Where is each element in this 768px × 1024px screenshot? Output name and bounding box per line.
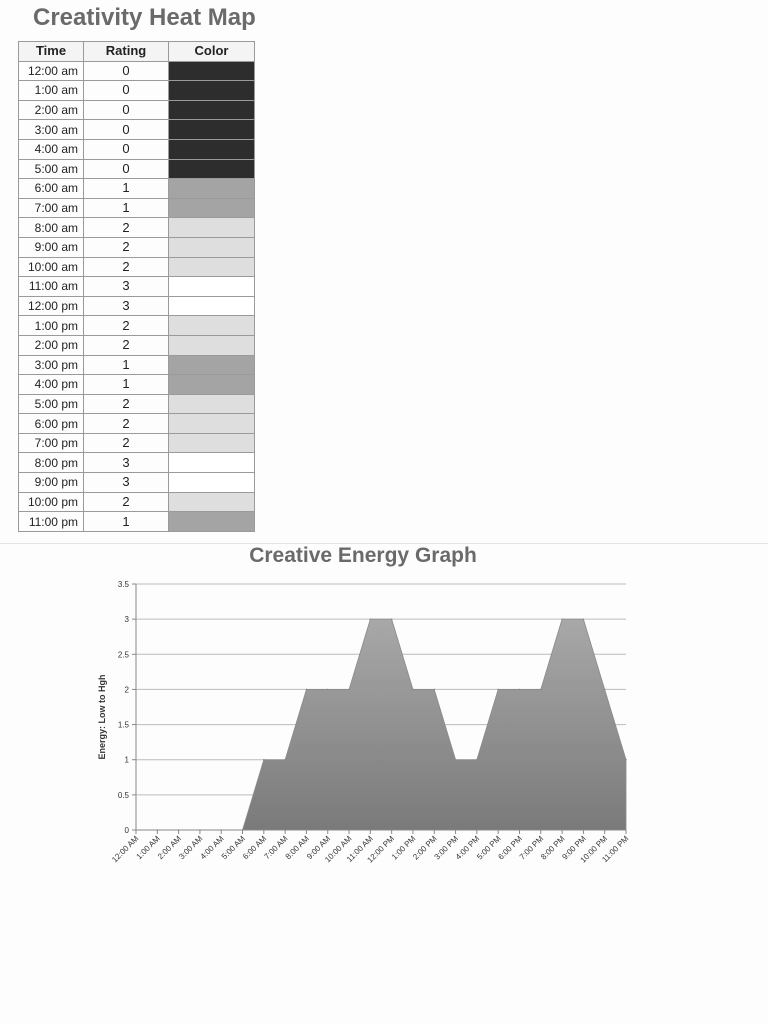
color-swatch-cell bbox=[168, 138, 255, 160]
x-tick-label: 12:00 AM bbox=[110, 834, 141, 865]
time-cell: 4:00 am bbox=[18, 138, 84, 160]
time-cell: 3:00 pm bbox=[18, 354, 84, 376]
heat-map-row: 9:00 am 2 bbox=[18, 236, 255, 258]
heat-map-row: 5:00 am 0 bbox=[18, 158, 255, 180]
energy-data-point bbox=[305, 688, 308, 691]
energy-chart-title: Creative Energy Graph bbox=[249, 544, 477, 567]
heat-map-row: 4:00 pm 1 bbox=[18, 374, 255, 395]
time-cell: 9:00 am bbox=[18, 236, 84, 258]
energy-data-point bbox=[625, 758, 627, 761]
heat-map-body: 12:00 am 0 1:00 am 0 2:00 am 0 3:00 am 0 4:00 am… bbox=[18, 60, 255, 532]
heat-map-row: 7:00 pm 2 bbox=[18, 432, 255, 454]
color-swatch-cell bbox=[168, 256, 255, 278]
color-swatch-cell bbox=[168, 374, 255, 395]
heat-map-row: 12:00 pm 3 bbox=[18, 295, 255, 317]
color-swatch-cell bbox=[168, 99, 255, 121]
heat-map-table: Time Rating Color 12:00 am 0 1:00 am 0 2:00 … bbox=[18, 41, 255, 532]
time-cell: 4:00 pm bbox=[18, 374, 84, 395]
y-tick-label: 2.5 bbox=[118, 650, 130, 659]
page-divider bbox=[0, 543, 768, 544]
y-tick-label: 0.5 bbox=[118, 791, 130, 800]
time-cell: 7:00 pm bbox=[18, 432, 84, 454]
energy-data-point bbox=[390, 618, 393, 620]
energy-data-point bbox=[412, 688, 414, 691]
time-cell: 6:00 am bbox=[18, 178, 84, 199]
energy-data-point bbox=[348, 688, 350, 691]
heat-map-row: 10:00 pm 2 bbox=[18, 491, 255, 513]
color-swatch-cell bbox=[168, 432, 255, 454]
energy-data-point bbox=[433, 688, 436, 691]
energy-data-point bbox=[369, 618, 372, 620]
y-axis-label: Energy: Low to Hgh bbox=[97, 675, 107, 760]
heat-map-header-row: Time Rating Color bbox=[18, 41, 255, 62]
time-cell: 8:00 pm bbox=[18, 452, 84, 474]
color-swatch-cell bbox=[168, 80, 255, 101]
heat-map-row: 11:00 pm 1 bbox=[18, 511, 255, 532]
color-swatch-cell bbox=[168, 334, 255, 356]
energy-data-point bbox=[263, 758, 265, 761]
y-tick-label: 1.5 bbox=[118, 721, 130, 730]
heat-map-row: 6:00 am 1 bbox=[18, 178, 255, 199]
energy-data-point bbox=[582, 618, 585, 620]
time-cell: 11:00 pm bbox=[18, 511, 84, 532]
heat-map-row: 3:00 pm 1 bbox=[18, 354, 255, 376]
rating-column-header: Rating bbox=[83, 41, 169, 62]
energy-data-point bbox=[497, 688, 499, 691]
heat-map-row: 3:00 am 0 bbox=[18, 119, 255, 140]
energy-data-point bbox=[561, 618, 563, 620]
color-swatch-cell bbox=[168, 158, 255, 180]
time-cell: 10:00 pm bbox=[18, 491, 84, 513]
time-cell: 5:00 pm bbox=[18, 393, 84, 415]
color-swatch-cell bbox=[168, 276, 255, 297]
y-tick-label: 1 bbox=[125, 756, 130, 765]
y-tick-label: 3 bbox=[125, 615, 130, 624]
time-cell: 2:00 pm bbox=[18, 334, 84, 356]
energy-data-point bbox=[454, 758, 457, 761]
y-tick-label: 3.5 bbox=[118, 580, 130, 589]
heat-map-row: 2:00 am 0 bbox=[18, 99, 255, 121]
y-tick-label: 0 bbox=[125, 826, 130, 835]
time-cell: 1:00 am bbox=[18, 80, 84, 101]
heat-map-title: Creativity Heat Map bbox=[33, 4, 256, 31]
heat-map-row: 11:00 am 3 bbox=[18, 276, 255, 297]
color-swatch-cell bbox=[168, 236, 255, 258]
y-tick-label: 2 bbox=[125, 685, 130, 694]
time-cell: 7:00 am bbox=[18, 197, 84, 219]
energy-data-point bbox=[284, 758, 286, 761]
energy-data-point bbox=[326, 688, 329, 691]
heat-map-row: 10:00 am 2 bbox=[18, 256, 255, 278]
time-cell: 3:00 am bbox=[18, 119, 84, 140]
time-cell: 8:00 am bbox=[18, 217, 84, 238]
color-swatch-cell bbox=[168, 354, 255, 376]
heat-map-row: 4:00 am 0 bbox=[18, 138, 255, 160]
energy-data-point bbox=[603, 688, 606, 691]
color-swatch-cell bbox=[168, 119, 255, 140]
color-swatch-cell bbox=[168, 315, 255, 336]
color-swatch-cell bbox=[168, 491, 255, 513]
energy-data-point bbox=[476, 758, 478, 761]
heat-map-row: 1:00 am 0 bbox=[18, 80, 255, 101]
time-cell: 12:00 pm bbox=[18, 295, 84, 317]
heat-map-row: 7:00 am 1 bbox=[18, 197, 255, 219]
time-cell: 6:00 pm bbox=[18, 413, 84, 434]
color-swatch-cell bbox=[168, 511, 255, 532]
energy-data-point bbox=[518, 688, 521, 691]
color-swatch-cell bbox=[168, 452, 255, 474]
energy-data-point bbox=[539, 688, 542, 691]
heat-map-row: 6:00 pm 2 bbox=[18, 413, 255, 434]
